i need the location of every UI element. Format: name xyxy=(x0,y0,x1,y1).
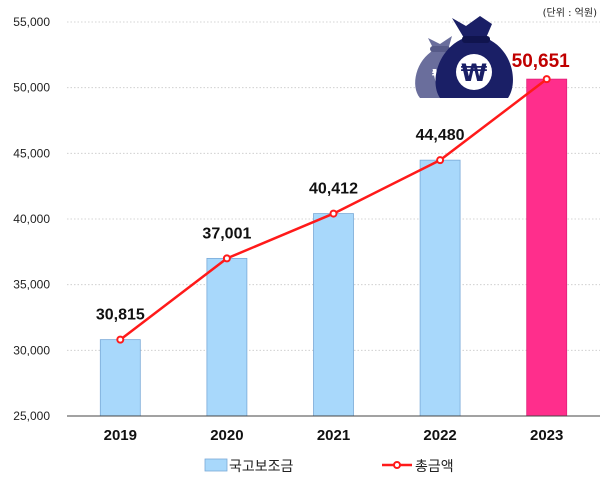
legend-line-marker xyxy=(393,461,401,469)
x-tick-label: 2022 xyxy=(423,427,456,444)
money-bag-won-icon: ₩ ₩ xyxy=(415,16,513,98)
legend-bar-swatch xyxy=(204,458,228,472)
bar-2020 xyxy=(206,257,248,417)
line-point-2021 xyxy=(329,209,338,218)
legend: 국고보조금 총금액 xyxy=(204,458,454,475)
data-label-2023: 50,651 xyxy=(512,51,571,72)
bar-2022 xyxy=(419,159,461,417)
x-tick-label: 2020 xyxy=(210,427,243,444)
y-tick-label: 35,000 xyxy=(13,278,50,292)
bar-2019 xyxy=(99,339,141,417)
bar-2021 xyxy=(313,213,354,417)
x-tick-label: 2019 xyxy=(104,427,137,444)
legend-line-label: 총금액 xyxy=(415,459,454,475)
data-label-2020: 37,001 xyxy=(202,225,251,242)
y-tick-label: 30,000 xyxy=(13,343,50,357)
y-axis: 25,000 30,000 35,000 40,000 45,000 50,000 55,0… xyxy=(13,15,50,423)
y-tick-label: 25,000 xyxy=(13,409,50,423)
unit-label: (단위 : 억원) xyxy=(543,6,597,19)
y-tick-label: 50,000 xyxy=(13,81,50,95)
data-label-2021: 40,412 xyxy=(309,181,358,198)
data-labels: 30,815 37,001 40,412 44,480 50,651 xyxy=(96,51,570,324)
y-tick-label: 45,000 xyxy=(13,146,50,160)
line-series xyxy=(116,75,551,344)
legend-item-bar: 국고보조금 xyxy=(204,458,294,475)
y-tick-label: 40,000 xyxy=(13,212,50,226)
bar-2023 xyxy=(526,78,568,417)
y-tick-label: 55,000 xyxy=(13,15,50,29)
line-point-2019 xyxy=(116,335,125,344)
bar-series xyxy=(99,78,568,417)
line-point-2023 xyxy=(542,75,551,84)
legend-bar-label: 국고보조금 xyxy=(229,459,294,475)
data-label-2022: 44,480 xyxy=(416,127,465,144)
x-tick-label: 2021 xyxy=(317,427,350,444)
x-axis: 2019 2020 2021 2022 2023 xyxy=(104,427,564,444)
svg-text:₩: ₩ xyxy=(461,59,488,87)
data-label-2019: 30,815 xyxy=(96,307,145,324)
line-point-2020 xyxy=(222,254,231,263)
legend-item-line: 총금액 xyxy=(382,459,454,475)
line-point-2022 xyxy=(436,156,445,165)
x-tick-label: 2023 xyxy=(530,427,563,444)
